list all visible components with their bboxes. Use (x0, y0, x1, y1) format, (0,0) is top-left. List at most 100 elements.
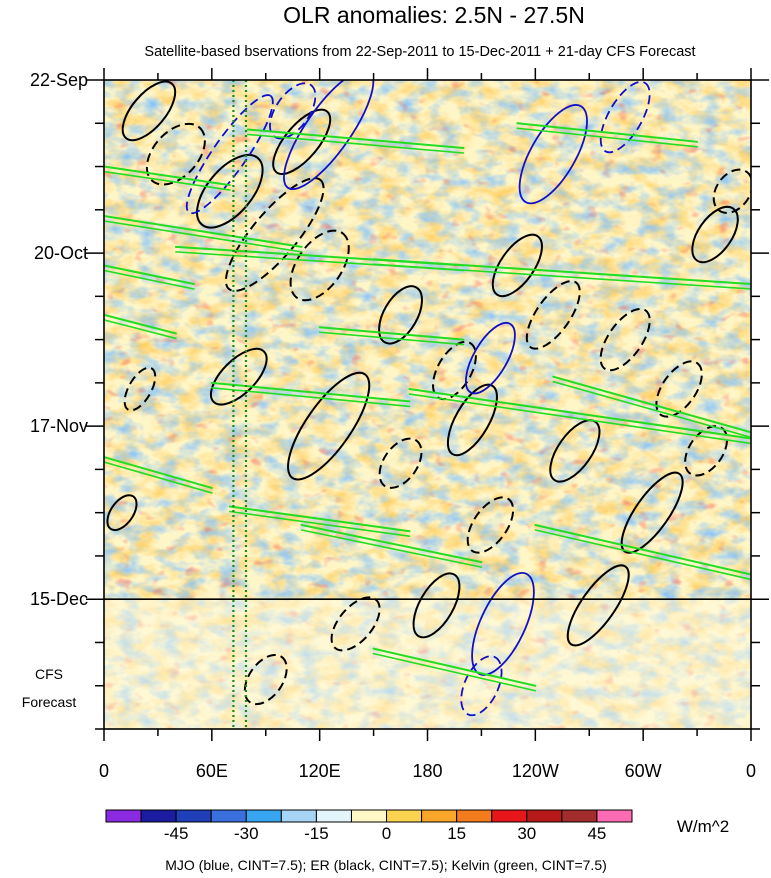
kelvin-contour (104, 461, 213, 494)
colorbar-swatch (315, 809, 352, 823)
kelvin-contour (372, 263, 751, 290)
er-contour (446, 383, 498, 457)
er-contour (289, 229, 350, 302)
kelvin-contour (516, 122, 699, 143)
longitude-marker-lines (232, 80, 248, 729)
kelvin-contour (210, 381, 411, 403)
kelvin-contour (104, 319, 177, 340)
mjo-contour (599, 80, 651, 154)
colorbar-swatch (456, 809, 493, 823)
er-contour (209, 347, 268, 406)
er-contour (145, 122, 206, 186)
kelvin-contour (246, 133, 465, 154)
x-tick-label: 120E (299, 761, 341, 781)
mjo-contour (465, 321, 516, 395)
er-contour (121, 80, 177, 142)
colorbar-swatch (561, 809, 598, 823)
er-contour (224, 177, 325, 292)
x-tick-label: 60E (196, 761, 228, 781)
colorbar-swatch (105, 809, 142, 823)
kelvin-contour (318, 326, 465, 341)
er-contour (655, 360, 703, 418)
kelvin-contour (228, 505, 411, 533)
mjo-contour (185, 94, 274, 215)
contour-legend: MJO (blue, CINT=7.5); ER (black, CINT=7.… (165, 857, 607, 873)
colorbar-swatch (350, 809, 388, 823)
er-contour (272, 108, 332, 175)
colorbar-label: -30 (234, 824, 259, 843)
colorbar-label: 30 (517, 824, 536, 843)
forecast-period-fade (104, 600, 751, 729)
er-contour (684, 425, 729, 477)
colorbar-label: 45 (587, 824, 606, 843)
kelvin-contour (104, 165, 231, 187)
y-tick-label: 17-Nov (30, 416, 88, 436)
y-tick-label: 22-Sep (30, 70, 88, 90)
colorbar-swatch (491, 809, 528, 823)
kelvin-contour (104, 313, 177, 335)
colorbar-swatch (210, 809, 247, 823)
mjo-contour (471, 571, 535, 676)
forecast-label-line-2: Forecast (22, 694, 77, 710)
er-contour (566, 564, 630, 647)
x-tick-label: 60W (625, 761, 662, 781)
kelvin-contour (408, 393, 751, 445)
kelvin-contour (372, 258, 751, 285)
colorbar-swatch (386, 809, 423, 823)
er-contour (123, 366, 157, 412)
kelvin-contour (534, 529, 751, 581)
er-contour (525, 280, 581, 350)
kelvin-contour (300, 529, 483, 568)
colorbar-swatch (596, 809, 633, 823)
colorbar-label: -15 (304, 824, 329, 843)
y-tick-label: 15-Dec (30, 589, 88, 609)
chart-subtitle: Satellite-based bservations from 22-Sep-… (144, 44, 695, 60)
kelvin-contour (246, 128, 465, 149)
colorbar-swatch (175, 809, 212, 823)
kelvin-contour (372, 647, 537, 687)
kelvin-contour (552, 380, 751, 439)
mjo-contour (460, 655, 503, 717)
kelvin-contour (534, 524, 751, 576)
kelvin-contour (552, 375, 751, 434)
kelvin-contour (408, 388, 751, 440)
x-tick-label: 120W (512, 761, 559, 781)
mjo-contour (518, 104, 588, 205)
x-tick-label: 180 (412, 761, 442, 781)
plot-field (104, 80, 751, 729)
er-contour (412, 572, 461, 639)
er-contour (712, 168, 751, 214)
colorbar: -45 -30 -15 0 15 30 45 (105, 809, 633, 843)
kelvin-contour (229, 510, 411, 538)
er-contour (599, 307, 651, 372)
er-contour (106, 494, 138, 532)
kelvin-contour (300, 524, 483, 564)
colorbar-swatch (280, 809, 317, 823)
colorbar-swatch (421, 809, 458, 823)
forecast-label-line-1: CFS (35, 666, 63, 682)
wave-filtered-contours (104, 80, 751, 717)
x-axis: 0 60E 120E 180 120W 60W 0 (99, 68, 756, 781)
colorbar-swatch (526, 809, 563, 823)
er-contour (243, 653, 288, 706)
kelvin-contour (104, 170, 231, 191)
er-contour (378, 437, 423, 489)
er-contour (466, 496, 515, 554)
chart-title: OLR anomalies: 2.5N - 27.5N (283, 2, 585, 28)
er-contour (378, 285, 423, 345)
colorbar-label: -45 (164, 824, 189, 843)
colorbar-label: 0 (382, 824, 391, 843)
er-contour (691, 205, 739, 264)
y-tick-label: 20-Oct (34, 243, 88, 263)
kelvin-contour (104, 269, 195, 290)
kelvin-contour (372, 652, 537, 692)
er-contour (620, 471, 684, 554)
x-tick-label: 0 (746, 761, 756, 781)
kelvin-contour (516, 127, 698, 148)
kelvin-contour (104, 264, 195, 285)
colorbar-units: W/m^2 (677, 817, 729, 836)
er-contour (287, 371, 371, 481)
colorbar-label: 15 (447, 824, 466, 843)
colorbar-swatch (140, 809, 177, 823)
